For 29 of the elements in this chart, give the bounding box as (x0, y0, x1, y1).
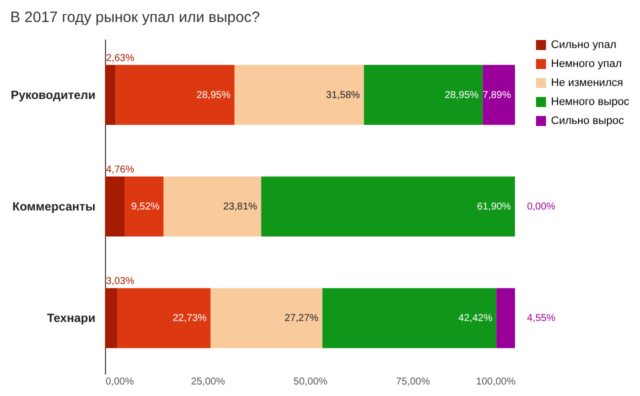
x-tick-label: 0,00% (106, 376, 134, 388)
x-tick-label: 75,00% (396, 376, 430, 388)
legend-label: Немного вырос (551, 96, 630, 108)
data-label: 7,89% (482, 90, 512, 101)
chart-title: В 2017 году рынок упал или вырос? (10, 9, 260, 26)
data-label: 3,03% (106, 276, 134, 288)
y-tick-label: Руководители (10, 88, 96, 102)
y-tick-label: Технари (46, 311, 96, 326)
data-label: 42,42% (458, 313, 492, 324)
data-label: 9,52% (131, 202, 160, 212)
legend-label: Сильно упал (551, 39, 616, 51)
legend-label: Немного упал (551, 58, 622, 70)
data-label: 4,55% (527, 313, 556, 324)
legend-label: Не изменился (551, 77, 624, 89)
data-label: 22,73% (172, 313, 207, 324)
data-label: 28,95% (196, 90, 231, 101)
y-tick-label: Коммерсанты (12, 200, 96, 214)
data-label: 2,63% (106, 52, 134, 64)
data-label: 61,90% (477, 202, 512, 212)
data-label: 28,95% (444, 90, 479, 101)
data-label: 31,58% (326, 90, 360, 101)
data-label: 27,27% (284, 313, 319, 324)
x-tick-label: 25,00% (191, 376, 226, 388)
data-label: 0,00% (526, 202, 556, 212)
x-tick-label: 50,00% (294, 376, 328, 388)
data-label: 23,81% (223, 202, 258, 212)
data-label: 4,76% (106, 164, 134, 176)
x-tick-label: 100,00% (476, 376, 516, 388)
legend-label: Сильно вырос (551, 115, 624, 127)
